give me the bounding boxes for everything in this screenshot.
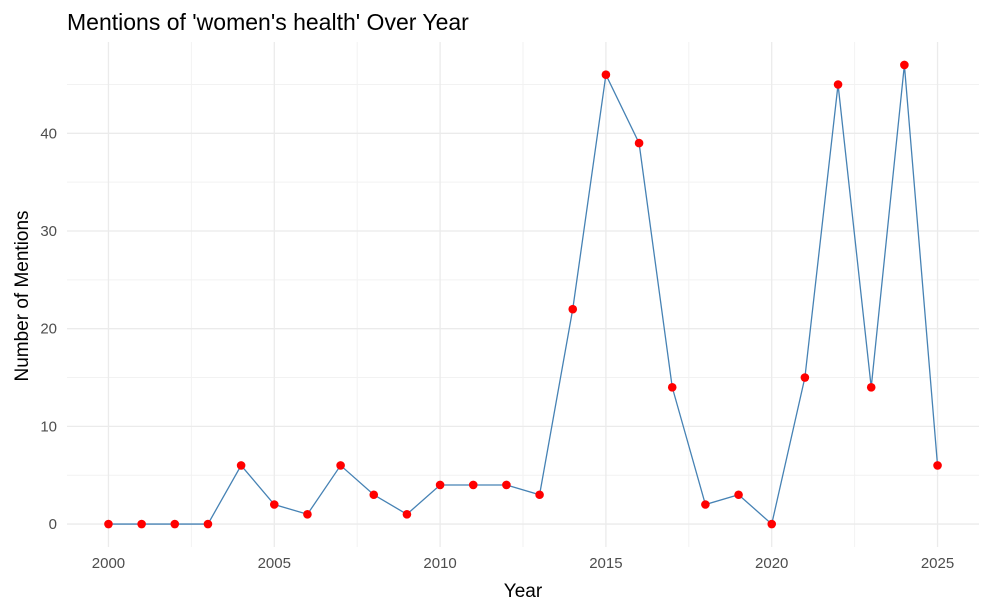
series-line <box>108 64 939 526</box>
data-point <box>170 519 180 529</box>
data-point <box>667 382 677 392</box>
data-point <box>435 480 445 490</box>
y-tick-label: 40 <box>40 125 57 142</box>
x-axis-title: Year <box>504 581 543 602</box>
data-point <box>601 70 611 80</box>
data-point <box>933 461 942 470</box>
data-point <box>800 373 810 382</box>
data-point <box>104 519 113 529</box>
y-axis-title: Number of Mentions <box>12 210 33 381</box>
data-point <box>236 461 246 470</box>
data-point <box>734 490 743 500</box>
data-point <box>634 138 644 148</box>
series-layer <box>108 64 939 526</box>
data-point <box>535 490 544 500</box>
y-tick-label: 0 <box>49 516 57 533</box>
data-point <box>866 382 876 392</box>
x-tick-label: 2020 <box>755 555 788 572</box>
y-tick-label: 10 <box>40 418 57 435</box>
y-tick-label: 20 <box>40 321 57 338</box>
y-tick-label: 30 <box>40 223 57 240</box>
chart-title: Mentions of 'women's health' Over Year <box>67 9 469 35</box>
data-point <box>900 60 909 70</box>
data-point <box>203 519 213 529</box>
major-gridlines <box>67 42 979 547</box>
x-tick-label: 2005 <box>258 555 291 572</box>
x-tick-label: 2000 <box>92 555 125 572</box>
data-point <box>336 461 345 470</box>
data-point <box>303 509 312 519</box>
data-point <box>502 480 511 490</box>
data-point <box>402 509 412 519</box>
data-point <box>701 500 710 509</box>
x-tick-label: 2015 <box>589 555 622 572</box>
x-tick-labels: 2000 2005 2010 2015 2020 2025 <box>92 555 954 572</box>
data-point <box>568 304 578 314</box>
data-point <box>468 480 478 490</box>
x-tick-label: 2010 <box>423 555 456 572</box>
data-point <box>137 519 146 529</box>
data-point <box>767 519 777 529</box>
data-point <box>833 80 843 89</box>
data-point <box>369 490 379 500</box>
y-tick-labels: 0 10 20 30 40 <box>40 125 57 533</box>
data-point <box>269 500 279 509</box>
points-layer <box>104 60 942 529</box>
x-tick-label: 2025 <box>921 555 954 572</box>
